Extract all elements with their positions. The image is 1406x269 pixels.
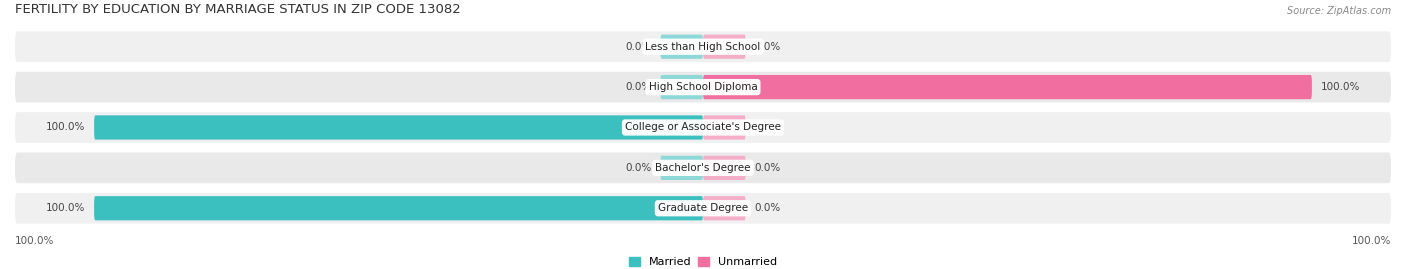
- Text: High School Diploma: High School Diploma: [648, 82, 758, 92]
- Text: FERTILITY BY EDUCATION BY MARRIAGE STATUS IN ZIP CODE 13082: FERTILITY BY EDUCATION BY MARRIAGE STATU…: [15, 3, 461, 16]
- FancyBboxPatch shape: [661, 35, 703, 59]
- Text: 100.0%: 100.0%: [1322, 82, 1361, 92]
- Text: Less than High School: Less than High School: [645, 42, 761, 52]
- Text: Source: ZipAtlas.com: Source: ZipAtlas.com: [1286, 6, 1391, 16]
- Text: College or Associate's Degree: College or Associate's Degree: [626, 122, 780, 132]
- FancyBboxPatch shape: [94, 115, 703, 140]
- Text: 100.0%: 100.0%: [45, 203, 84, 213]
- FancyBboxPatch shape: [94, 196, 703, 220]
- FancyBboxPatch shape: [703, 115, 745, 140]
- Text: 100.0%: 100.0%: [15, 236, 55, 246]
- FancyBboxPatch shape: [15, 112, 1391, 143]
- Text: 0.0%: 0.0%: [755, 122, 780, 132]
- Text: 100.0%: 100.0%: [45, 122, 84, 132]
- Text: Bachelor's Degree: Bachelor's Degree: [655, 163, 751, 173]
- FancyBboxPatch shape: [661, 156, 703, 180]
- Text: 100.0%: 100.0%: [1351, 236, 1391, 246]
- Text: 0.0%: 0.0%: [626, 82, 651, 92]
- FancyBboxPatch shape: [15, 31, 1391, 62]
- FancyBboxPatch shape: [15, 72, 1391, 102]
- Text: 0.0%: 0.0%: [626, 42, 651, 52]
- FancyBboxPatch shape: [15, 193, 1391, 224]
- FancyBboxPatch shape: [661, 75, 703, 99]
- Text: 0.0%: 0.0%: [755, 42, 780, 52]
- FancyBboxPatch shape: [703, 156, 745, 180]
- Text: 0.0%: 0.0%: [755, 163, 780, 173]
- Text: Graduate Degree: Graduate Degree: [658, 203, 748, 213]
- Text: 0.0%: 0.0%: [755, 203, 780, 213]
- FancyBboxPatch shape: [703, 35, 745, 59]
- FancyBboxPatch shape: [15, 153, 1391, 183]
- FancyBboxPatch shape: [703, 196, 745, 220]
- Text: 0.0%: 0.0%: [626, 163, 651, 173]
- FancyBboxPatch shape: [703, 75, 1312, 99]
- Legend: Married, Unmarried: Married, Unmarried: [628, 257, 778, 267]
